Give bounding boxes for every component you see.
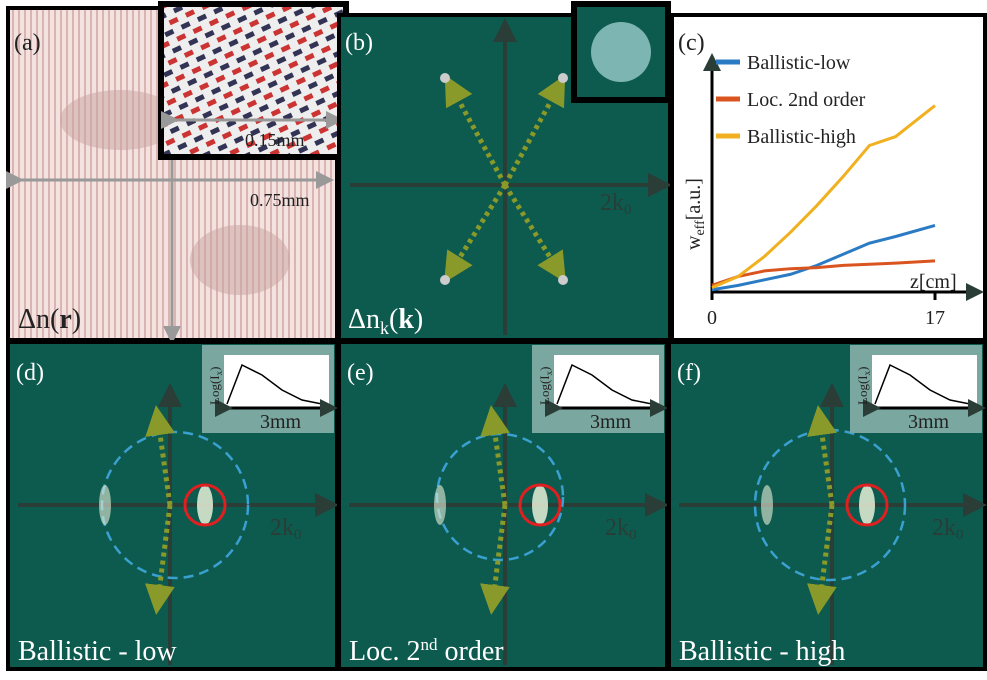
- text-part: 0: [629, 527, 637, 543]
- text-part: Δn(: [18, 304, 59, 335]
- inset-scale: 0.15mm: [245, 130, 305, 150]
- speckle: [190, 225, 290, 295]
- text-part: r: [59, 304, 71, 335]
- speckle: [99, 485, 111, 525]
- legend-label: Ballistic-low: [747, 52, 851, 74]
- text-part: 2k: [600, 190, 624, 216]
- inset-plot: [224, 355, 329, 407]
- text-part: Loc. 2: [349, 636, 421, 667]
- x-label: z[cm]: [910, 271, 957, 293]
- text-part: 0: [624, 202, 632, 218]
- text-part: [558, 275, 568, 285]
- text-part: [558, 73, 568, 83]
- caption: Δn(r): [18, 304, 81, 335]
- inset-x-label: 3mm: [908, 411, 950, 433]
- text-part: ): [855, 367, 870, 371]
- inset-disk: [591, 22, 651, 82]
- panel-label: (b): [345, 30, 373, 56]
- text-part: ): [414, 304, 423, 335]
- panel-label: (c): [678, 30, 705, 56]
- text-part: 2k: [270, 515, 294, 541]
- speckle: [859, 485, 875, 525]
- caption: Ballistic - high: [679, 636, 845, 667]
- speckle: [197, 485, 213, 525]
- text-part: nd: [421, 635, 439, 654]
- legend-label: Ballistic-high: [747, 126, 856, 148]
- text-part: 0: [294, 527, 302, 543]
- speckle: [434, 485, 446, 525]
- text-part: k: [380, 318, 389, 338]
- text-part: k: [398, 304, 414, 335]
- inset-x-label: 3mm: [590, 411, 632, 433]
- inset-x-label: 3mm: [260, 411, 302, 433]
- panel-label: (e): [347, 360, 374, 386]
- text-part: 2k: [932, 515, 956, 541]
- inset-plot: [872, 355, 977, 407]
- speckle: [761, 485, 773, 525]
- figure: 0.15mm 0.75mm (a) Δn(r) 2k0 (b) Δnk(k) (…: [0, 0, 987, 675]
- text-part: Δn: [348, 304, 380, 335]
- text-part: 0: [956, 527, 964, 543]
- text-part: (: [389, 304, 398, 335]
- panel-label: (f): [677, 360, 701, 386]
- caption: Ballistic - low: [18, 636, 177, 667]
- text-part: Log(I: [207, 375, 222, 405]
- x-tick-label: 0: [707, 307, 717, 329]
- text-part: w: [683, 235, 705, 250]
- text-part: eff: [693, 220, 708, 236]
- inset-plot: [554, 355, 659, 407]
- y-label: weff[a.u.]: [683, 178, 708, 250]
- text-part: order: [438, 636, 505, 667]
- text-part: ): [207, 367, 222, 371]
- text-part: [a.u.]: [683, 178, 705, 220]
- speckle: [532, 485, 548, 525]
- panel-label: (d): [16, 360, 44, 386]
- scale: 0.75mm: [250, 190, 310, 210]
- x-tick-label: 17: [925, 307, 945, 329]
- text-part: 2k: [605, 515, 629, 541]
- text-part: Log(I: [855, 375, 870, 405]
- panel-label: (a): [14, 30, 41, 56]
- text-part: Log(I: [537, 375, 552, 405]
- text-part: [440, 275, 450, 285]
- text-part: ): [72, 304, 81, 335]
- text-part: [440, 73, 450, 83]
- legend-label: Loc. 2nd order: [747, 89, 866, 111]
- text-part: ): [537, 367, 552, 371]
